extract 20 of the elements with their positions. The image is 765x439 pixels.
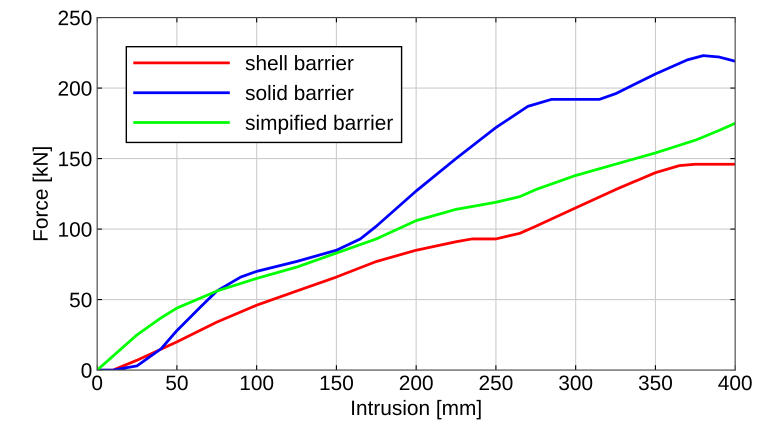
x-axis-title: Intrusion [mm] (352, 400, 481, 420)
legend-label: solid barrier (246, 84, 354, 100)
x-tick-label: 50 (166, 375, 188, 390)
x-tick-label: 150 (320, 375, 353, 390)
x-tick-label: 350 (638, 375, 672, 390)
x-tick-label: 400 (718, 375, 752, 390)
x-tick-label: 200 (400, 375, 433, 390)
x-tick-label: 300 (559, 375, 592, 390)
x-tick-label: 250 (480, 375, 512, 390)
y-axis-title: Force [kN] (32, 147, 52, 240)
legend-label: shell barrier (246, 55, 354, 70)
y-tick-label: 250 (58, 10, 92, 26)
x-tick-label: 100 (240, 375, 274, 390)
y-tick-label: 200 (58, 81, 92, 96)
x-tick-label: 0 (92, 375, 102, 390)
legend-label: simpified barrier (246, 114, 393, 134)
y-tick-label: 50 (70, 292, 92, 308)
y-tick-label: 0 (82, 363, 92, 378)
y-tick-label: 100 (59, 222, 92, 237)
y-tick-label: 150 (59, 152, 92, 166)
